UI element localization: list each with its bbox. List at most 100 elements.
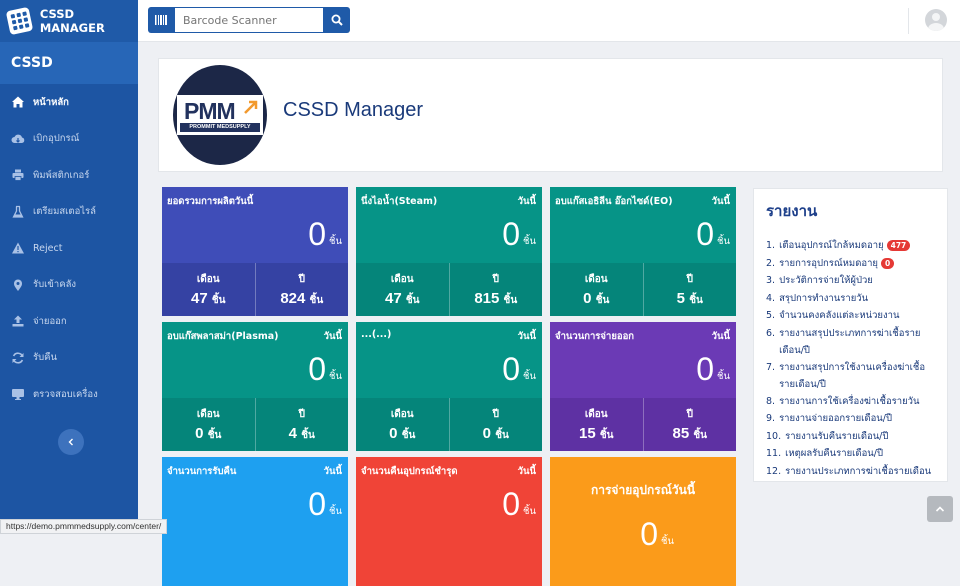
tile-title: อบแก๊สเอธิลีน อ๊อกไซด์(EO): [555, 196, 673, 207]
tile-title: การจ่ายอุปกรณ์วันนี้: [590, 483, 696, 497]
top-bar: CSSD MANAGER: [0, 0, 960, 42]
barcode-icon[interactable]: [148, 7, 174, 33]
printer-icon: [12, 169, 24, 182]
tile-other[interactable]: ...(...) วันนี้ 0 ชิ้น เดือน 0 ชิ้น ปี 0…: [356, 322, 542, 451]
tile-today-value: 0 ชิ้น: [308, 486, 342, 522]
cloud-download-icon: [11, 134, 25, 143]
tile-day-label: วันนี้: [711, 331, 730, 342]
report-link-stock-by-dept[interactable]: 5. จำนวนคงคลังแต่ละหน่วยงาน: [766, 310, 900, 321]
report-link-return-reason[interactable]: 11. เหตุผลรับคืนรายเดือน/ปี: [766, 448, 884, 459]
tile-footer: เดือน 0 ชิ้น ปี 4 ชิ้น: [162, 398, 348, 451]
report-link-patient-history[interactable]: 3. ประวัติการจ่ายให้ผู้ป่วย: [766, 275, 873, 286]
tile-footer: เดือน 47 ชิ้น ปี 815 ชิ้น: [356, 263, 542, 316]
tile-footer: เดือน 47 ชิ้น ปี 824 ชิ้น: [162, 263, 348, 316]
tile-title: นึ่งไอน้ำ(Steam): [361, 196, 438, 207]
tile-receive-return[interactable]: จำนวนการรับคืน วันนี้ 0 ชิ้น: [162, 457, 348, 586]
sidebar-item-label: เบิกอุปกรณ์: [33, 133, 80, 145]
report-link-daily-summary[interactable]: 4. สรุปการทำงานรายวัน: [766, 292, 869, 304]
tile-year: ปี 4 ชิ้น: [254, 398, 349, 451]
tile-title: จำนวนการรับคืน: [167, 466, 237, 477]
tile-month: เดือน 0 ชิ้น: [583, 273, 610, 307]
barcode-search: [148, 7, 350, 33]
tile-footer: เดือน 15 ชิ้น ปี 85 ชิ้น: [550, 398, 736, 451]
arrow-up-right-icon: [244, 100, 258, 114]
tile-plasma[interactable]: อบแก๊สพลาสม่า(Plasma) วันนี้ 0 ชิ้น เดือ…: [162, 322, 348, 451]
sidebar-collapse-button[interactable]: [58, 429, 84, 455]
tile-day-label: วันนี้: [711, 196, 730, 207]
sidebar-header: CSSD: [0, 42, 138, 84]
report-link-machine-daily[interactable]: 8. รายงานการใช้เครื่องฆ่าเชื้อรายวัน: [766, 395, 920, 407]
tile-today-value: 0 ชิ้น: [502, 216, 536, 252]
sidebar-item-label: หน้าหลัก: [33, 96, 69, 108]
tile-year: ปี 824 ชิ้น: [254, 263, 349, 316]
report-link-return-monthly[interactable]: 10. รายงานรับคืนรายเดือน/ปี: [766, 430, 889, 442]
tile-month: เดือน 47 ชิ้น: [191, 273, 226, 307]
tile-eo[interactable]: อบแก๊สเอธิลีน อ๊อกไซด์(EO) วันนี้ 0 ชิ้น…: [550, 187, 736, 316]
sidebar-item-label: จ่ายออก: [33, 315, 67, 327]
sidebar-item-reject[interactable]: Reject: [0, 230, 138, 267]
tile-today-value: 0 ชิ้น: [696, 351, 730, 387]
monitor-icon: [12, 389, 24, 401]
sidebar-item-home[interactable]: หน้าหลัก: [0, 84, 138, 121]
sidebar-item-dispense[interactable]: จ่ายออก: [0, 303, 138, 340]
sidebar-nav: หน้าหลัก เบิกอุปกรณ์ พิมพ์สติกเกอร์ เตรี…: [0, 84, 138, 413]
tile-day-label: วันนี้: [323, 466, 342, 477]
tile-today-value: 0 ชิ้น: [696, 216, 730, 252]
chevron-up-icon: [935, 506, 945, 512]
upload-icon: [12, 315, 24, 327]
sidebar-item-label: พิมพ์สติกเกอร์: [33, 169, 90, 181]
sidebar-item-print-sticker[interactable]: พิมพ์สติกเกอร์: [0, 157, 138, 194]
sidebar-item-label: รับคืน: [33, 352, 57, 364]
tile-month: เดือน 0 ชิ้น: [389, 408, 416, 442]
tile-footer: เดือน 0 ชิ้น ปี 5 ชิ้น: [550, 263, 736, 316]
report-link-sterilize-type[interactable]: 6. รายงานสรุปประเภทการฆ่าเชื้อรายเดือน/ปี: [766, 327, 921, 356]
tile-month: เดือน 0 ชิ้น: [195, 408, 222, 442]
sidebar-item-prepare-sterile[interactable]: เตรียมสเตอไรล์: [0, 194, 138, 231]
browser-status-bar: https://demo.pmmmedsupply.com/center/: [0, 519, 168, 534]
sidebar-item-receive-stock[interactable]: รับเข้าคลัง: [0, 267, 138, 304]
tile-today-value: 0 ชิ้น: [502, 351, 536, 387]
barcode-input[interactable]: [174, 7, 324, 33]
app-title: CSSD MANAGER: [39, 7, 105, 35]
count-badge: 477: [886, 240, 911, 251]
refresh-icon: [12, 352, 24, 364]
report-link-dispense-monthly[interactable]: 9. รายงานจ่ายออกรายเดือน/ปี: [766, 413, 893, 424]
report-panel: รายงาน 1. เตือนอุปกรณ์ใกล้หมดอายุ 477 2. รา…: [753, 188, 948, 482]
tile-year: ปี 0 ชิ้น: [448, 398, 543, 451]
sidebar-item-label: รับเข้าคลัง: [33, 279, 77, 291]
report-link-sterilize-monthly[interactable]: 12. รายงานประเภทการฆ่าเชื้อรายเดือน: [766, 465, 932, 477]
sidebar-item-check-machine[interactable]: ตรวจสอบเครื่อง: [0, 376, 138, 413]
tile-today-value: 0 ชิ้น: [308, 216, 342, 252]
tile-total-production[interactable]: ยอดรวมการผลิตวันนี้ 0 ชิ้น เดือน 47 ชิ้น…: [162, 187, 348, 316]
sidebar-item-return[interactable]: รับคืน: [0, 340, 138, 377]
tile-title: จำนวนการจ่ายออก: [555, 331, 635, 342]
tile-today-value: 0 ชิ้น: [640, 516, 674, 552]
tile-damaged-return[interactable]: จำนวนคืนอุปกรณ์ชำรุด วันนี้ 0 ชิ้น: [356, 457, 542, 586]
tile-dispense[interactable]: จำนวนการจ่ายออก วันนี้ 0 ชิ้น เดือน 15 ช…: [550, 322, 736, 451]
search-button[interactable]: [324, 7, 350, 33]
tile-today-value: 0 ชิ้น: [308, 351, 342, 387]
report-title: รายงาน: [766, 202, 818, 220]
tile-steam[interactable]: นึ่งไอน้ำ(Steam) วันนี้ 0 ชิ้น เดือน 47 …: [356, 187, 542, 316]
map-pin-icon: [14, 279, 22, 291]
home-icon: [12, 96, 24, 108]
tile-title: ยอดรวมการผลิตวันนี้: [167, 196, 254, 207]
tile-title: อบแก๊สพลาสม่า(Plasma): [167, 331, 279, 342]
tile-year: ปี 5 ชิ้น: [642, 263, 737, 316]
divider: [908, 8, 909, 34]
company-logo: PMM PROMMIT MEDSUPPLY: [173, 65, 267, 165]
brand[interactable]: CSSD MANAGER: [0, 0, 138, 42]
search-icon: [331, 14, 343, 26]
report-link-expired[interactable]: 2. รายการอุปกรณ์หมดอายุ 0: [766, 255, 935, 273]
report-link-expiring[interactable]: 1. เตือนอุปกรณ์ใกล้หมดอายุ 477: [766, 237, 935, 255]
tile-dispense-today[interactable]: การจ่ายอุปกรณ์วันนี้ 0 ชิ้น: [550, 457, 736, 586]
logo-text: PMM: [184, 98, 236, 124]
count-badge: 0: [880, 257, 895, 269]
report-link-machine-usage[interactable]: 7. รายงานสรุปการใช้งานเครื่องฆ่าเชื้อรายเ…: [766, 361, 926, 390]
user-avatar[interactable]: [925, 9, 947, 31]
sidebar-item-label: ตรวจสอบเครื่อง: [33, 388, 98, 400]
sidebar-item-withdraw[interactable]: เบิกอุปกรณ์: [0, 121, 138, 158]
sidebar-item-label: Reject: [33, 242, 63, 254]
tile-day-label: วันนี้: [517, 196, 536, 207]
scroll-to-top-button[interactable]: [927, 496, 953, 522]
